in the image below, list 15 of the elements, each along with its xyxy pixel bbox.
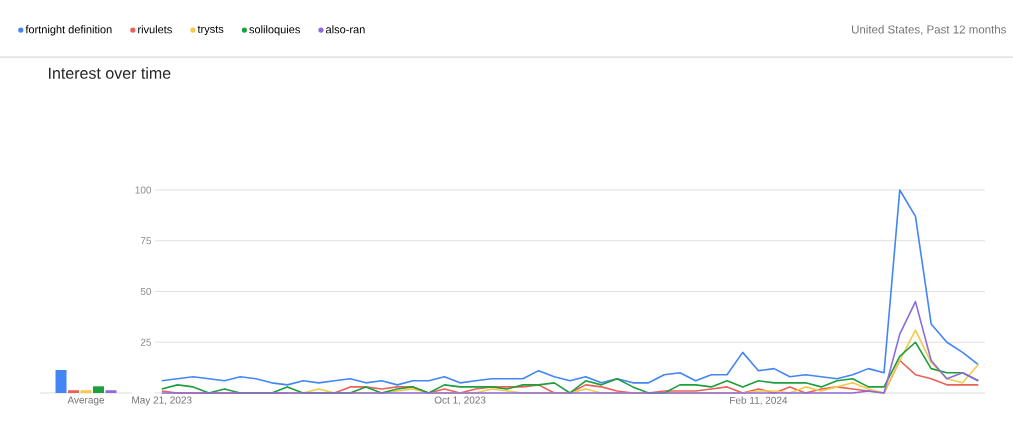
x-tick-label: Oct 1, 2023	[434, 396, 486, 405]
chart-title: Interest over time	[49, 67, 171, 79]
y-tick-label: 50	[140, 287, 152, 296]
legend-label: also-ran	[326, 25, 365, 34]
chart-subtitle: United States, Past 12 months	[852, 25, 1007, 35]
x-tick-label: Feb 11, 2024	[730, 396, 788, 406]
legend-label: rivulets	[138, 25, 172, 34]
y-tick-label: 100	[135, 186, 152, 194]
x-tick-label: Average	[67, 396, 105, 406]
legend-label: soliloquies	[249, 25, 300, 36]
x-tick-label: May 21, 2023	[132, 396, 192, 406]
y-tick-label: 25	[140, 338, 152, 346]
legend-label: fortnight definition	[25, 25, 112, 36]
y-tick-label: 75	[140, 237, 152, 245]
legend-label: trysts	[197, 25, 224, 36]
